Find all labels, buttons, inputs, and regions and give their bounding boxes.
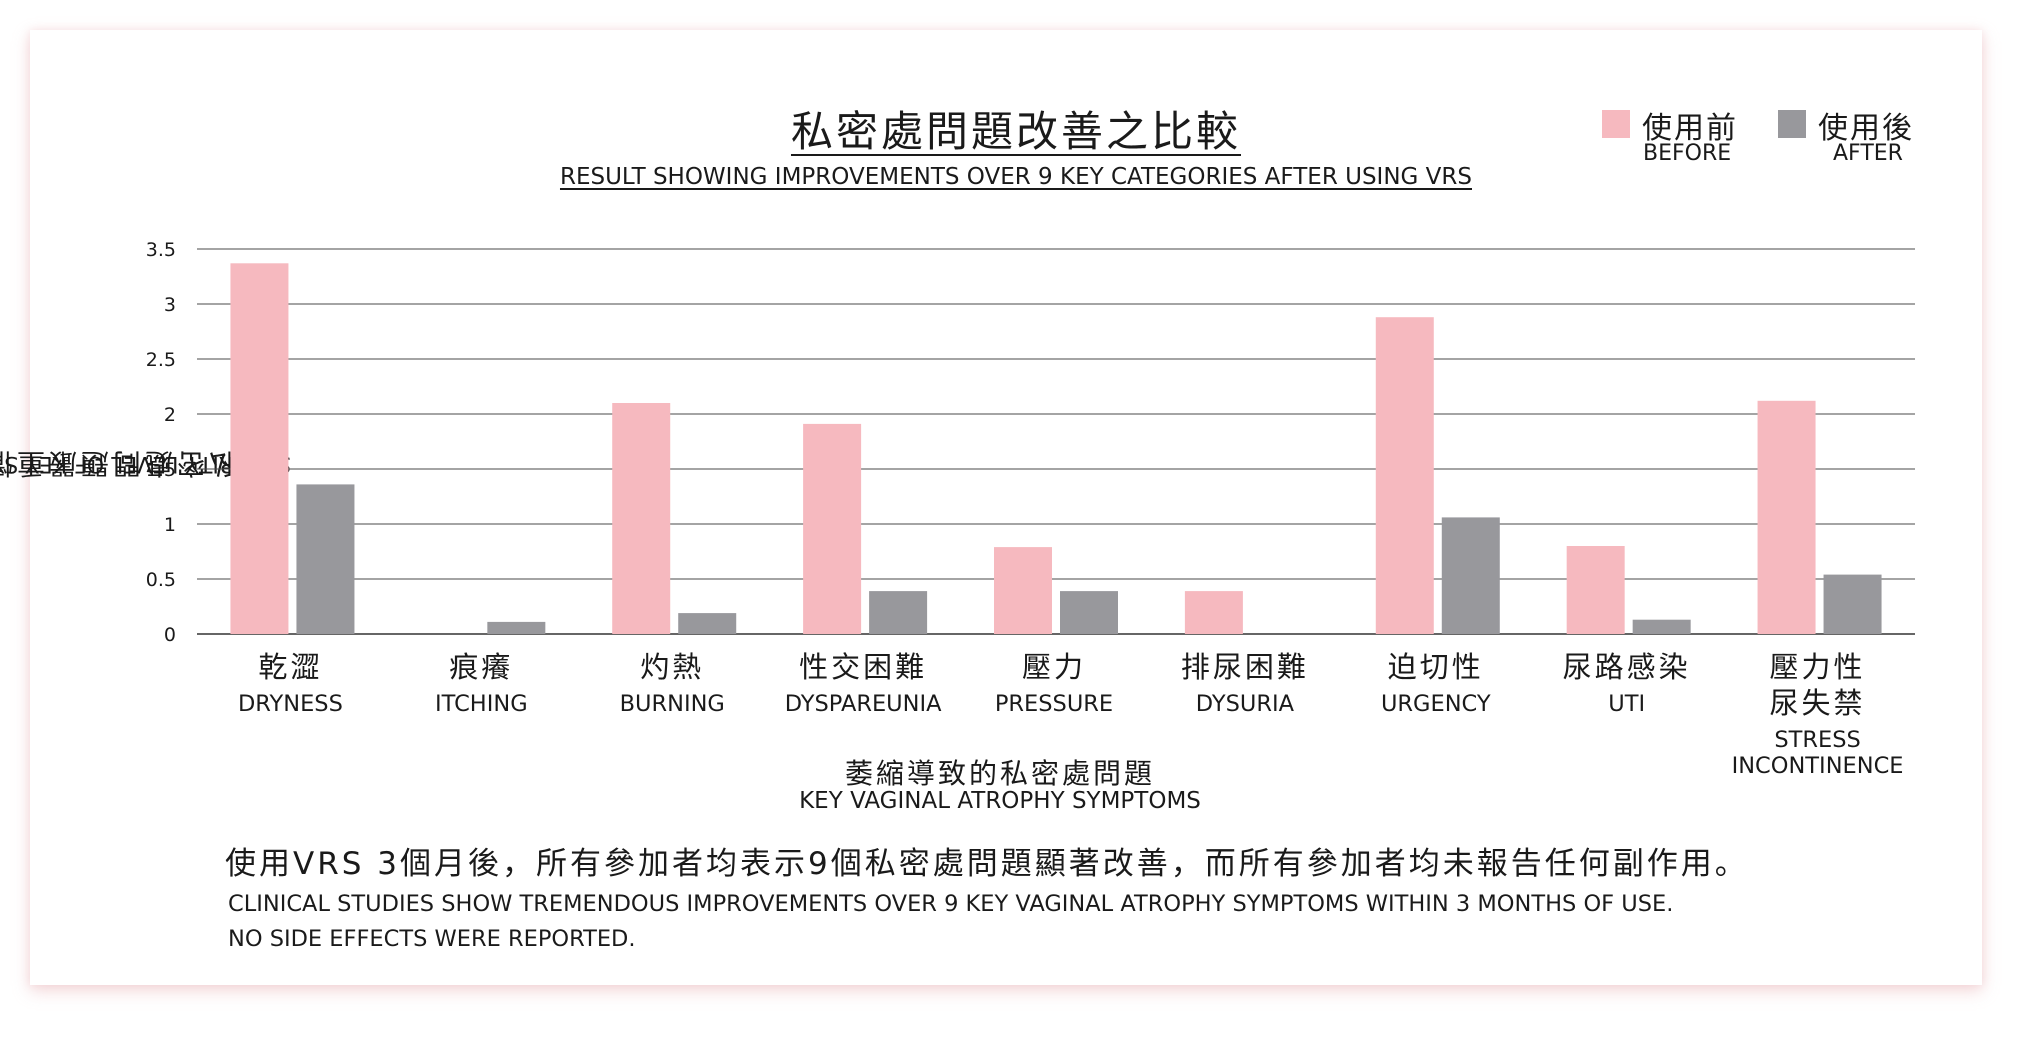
bar-before — [1566, 546, 1625, 634]
x-tick-label: ITCHING — [435, 691, 528, 717]
x-tick-label: URGENCY — [1381, 691, 1491, 717]
footnote-en: CLINICAL STUDIES SHOW TREMENDOUS IMPROVE… — [228, 887, 1673, 957]
footnote-en-line1: CLINICAL STUDIES SHOW TREMENDOUS IMPROVE… — [228, 891, 1674, 917]
x-tick-label: UTI — [1608, 691, 1645, 717]
bar-before — [230, 263, 289, 634]
y-tick-label: 1 — [164, 514, 176, 536]
bar-after — [487, 621, 546, 634]
x-tick-label-zh: 迫切性 — [1388, 650, 1484, 684]
x-tick-labels: 乾澀 DRYNESS 痕癢 ITCHING 灼熱 BURNING 性交困難 DYSPAREUN… — [238, 650, 1904, 779]
gridlines — [197, 248, 1915, 635]
legend-label-after: AFTER — [1833, 141, 1903, 166]
x-tick-label-zh: 壓力 — [1022, 650, 1086, 684]
legend-label-after-zh: 使用後 — [1818, 111, 1914, 146]
bar-before — [1184, 591, 1243, 634]
legend-label-before: BEFORE — [1643, 141, 1732, 166]
x-tick-label: INCONTINENCE — [1732, 753, 1904, 779]
bar-after — [296, 484, 355, 634]
bar-after — [678, 613, 737, 634]
chart-subtitle: RESULT SHOWING IMPROVEMENTS OVER 9 KEY C… — [559, 164, 1472, 190]
bar-after — [869, 591, 928, 634]
x-tick-label: PRESSURE — [995, 691, 1113, 717]
y-tick-label: 0.5 — [146, 569, 176, 591]
bar-before — [1757, 400, 1816, 634]
bar-after — [1632, 619, 1691, 634]
x-tick-label: DYSURIA — [1196, 691, 1295, 717]
y-tick-label: 1.5 — [146, 459, 176, 481]
x-tick-label: BURNING — [620, 691, 725, 717]
y-tick-label: 2 — [164, 404, 176, 426]
bar-before — [612, 403, 671, 634]
bar-before — [1375, 317, 1434, 634]
x-tick-label-zh: 尿路感染 — [1563, 650, 1691, 684]
x-tick-label: DYSPAREUNIA — [785, 691, 942, 717]
y-tick-labels: 0 0.5 1 1.5 2 2.5 3 3.5 — [146, 239, 176, 646]
bar-after — [1823, 574, 1882, 634]
x-tick-label-zh: 乾澀 — [258, 650, 322, 684]
x-tick-label-zh: 痕癢 — [449, 650, 513, 684]
x-axis-title-zh: 萎縮導致的私密處問題 — [844, 757, 1155, 790]
bar-after — [1060, 591, 1118, 634]
footnote-en-line2: NO SIDE EFFECTS WERE REPORTED. — [228, 926, 636, 952]
x-tick-label-zh: 排尿困難 — [1181, 650, 1309, 684]
bar-after — [1441, 517, 1500, 634]
bar-before — [803, 423, 862, 634]
y-tick-label: 0 — [164, 624, 176, 646]
x-tick-label-zh: 灼熱 — [640, 650, 704, 684]
y-tick-label: 3.5 — [146, 239, 176, 261]
x-tick-label: DRYNESS — [238, 691, 343, 717]
legend-swatch-after — [1778, 110, 1806, 138]
y-tick-label: 2.5 — [146, 349, 176, 371]
legend-label-before-zh: 使用前 — [1642, 111, 1738, 146]
chart-card — [30, 30, 1982, 985]
chart-title: 私密處問題改善之比較 — [790, 107, 1241, 156]
x-tick-label-zh: 尿失禁 — [1770, 686, 1866, 720]
x-axis-title-en: KEY VAGINAL ATROPHY SYMPTOMS — [799, 788, 1201, 814]
y-tick-label: 3 — [164, 294, 176, 316]
footnote-zh: 使用VRS 3個月後，所有參加者均表示9個私密處問題顯著改善，而所有參加者均未報… — [225, 846, 1749, 882]
bar-before — [994, 547, 1052, 634]
x-tick-label-zh: 性交困難 — [799, 650, 927, 684]
x-tick-label: STRESS — [1774, 727, 1860, 753]
legend-swatch-before — [1602, 110, 1630, 138]
bars — [230, 263, 1882, 634]
x-tick-label-zh: 壓力性 — [1770, 650, 1866, 684]
